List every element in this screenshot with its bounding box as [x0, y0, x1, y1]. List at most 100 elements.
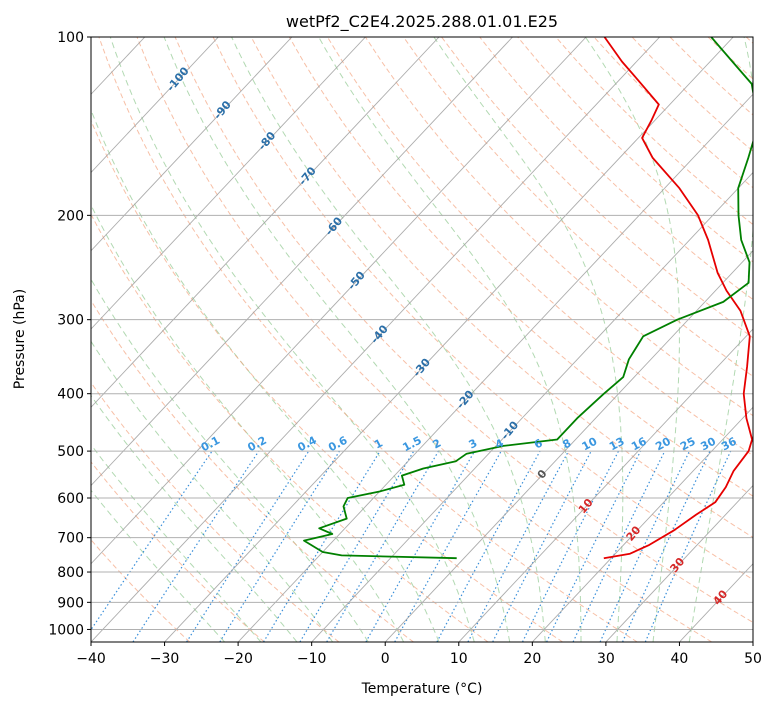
- mixing-ratio-line: [394, 450, 502, 642]
- dry-adiabat-line: [593, 37, 753, 189]
- y-tick-label: 600: [57, 491, 84, 507]
- mixing-ratio-label: 25: [678, 435, 698, 454]
- mixing-ratio-line: [622, 450, 711, 642]
- x-tick-label: 20: [523, 651, 541, 667]
- isotherm-line: [0, 37, 71, 642]
- y-tick-label: 1000: [48, 622, 84, 638]
- isotherm-line: [91, 37, 513, 487]
- isotherms: [0, 37, 753, 642]
- mixing-ratio-line: [326, 450, 440, 642]
- mixing-ratio-line: [262, 450, 381, 642]
- mixing-ratio-label: 16: [629, 435, 649, 454]
- mixing-ratio-line: [219, 450, 341, 642]
- dry-adiabat-line: [98, 37, 638, 642]
- moist-adiabat-line: [91, 108, 440, 642]
- pressure-gridlines: [91, 37, 753, 630]
- mixing-ratio-label: 6: [532, 436, 545, 451]
- isotherm-line: [91, 37, 587, 565]
- mixing-ratio-line: [521, 450, 620, 642]
- mixing-ratio-line: [644, 450, 732, 642]
- dry-adiabat-line: [136, 37, 713, 642]
- isotherm-line: [532, 406, 753, 642]
- y-tick-label: 100: [57, 30, 84, 46]
- moist-adiabats: [91, 37, 753, 642]
- background-reference-lines: [0, 37, 753, 642]
- isotherm-line: [384, 250, 753, 642]
- mixing-ratio-label: 36: [719, 435, 739, 454]
- moist-adiabat-line: [433, 37, 624, 642]
- moist-adiabat-line: [91, 489, 225, 642]
- x-tick-label: −40: [76, 651, 106, 667]
- isotherm-line: [91, 37, 440, 408]
- dry-adiabat-line: [745, 37, 753, 44]
- isotherm-line: [752, 641, 753, 642]
- mixing-ratio-line: [546, 450, 642, 642]
- y-axis-ticks: 1000 900 800 700 600 500 400 300 200 100: [48, 30, 91, 638]
- y-tick-label: 400: [57, 387, 84, 403]
- mixing-ratio-line: [91, 450, 213, 631]
- mixing-ratio-label: 30: [698, 435, 718, 454]
- isotherm-line: [458, 328, 753, 642]
- y-tick-label: 500: [57, 444, 84, 460]
- isotherm-line: [605, 484, 753, 642]
- dry-adiabat-line: [91, 539, 191, 642]
- dry-adiabat-line: [669, 37, 753, 116]
- dry-adiabat-line: [91, 119, 563, 642]
- x-tick-label: −10: [297, 651, 327, 667]
- isotherm-line: [91, 37, 661, 642]
- mixing-ratio-line: [436, 450, 541, 642]
- y-tick-label: 300: [57, 313, 84, 329]
- dry-adiabat-line: [631, 37, 753, 152]
- dry-adiabat-line: [91, 213, 489, 642]
- x-tick-label: 50: [744, 651, 762, 667]
- mixing-ratio-line: [186, 450, 310, 642]
- dry-adiabat-line: [517, 37, 753, 263]
- dry-adiabat-line: [707, 37, 753, 80]
- dry-adiabat-line: [250, 37, 753, 539]
- isotherm-line: [91, 37, 293, 252]
- mixing-ratio-label: 2: [430, 436, 443, 451]
- y-tick-label: 200: [57, 208, 84, 224]
- moist-adiabat-line: [231, 37, 546, 642]
- isotherm-line: [237, 93, 753, 642]
- chart-title: wetPf2_C2E4.2025.288.01.01.E25: [286, 12, 558, 32]
- dry-adiabat-line: [288, 37, 753, 497]
- dry-adiabat-line: [403, 37, 753, 377]
- y-tick-label: 700: [57, 531, 84, 547]
- moist-adiabat-line: [91, 340, 334, 642]
- sounding-series: [303, 37, 753, 560]
- mixing-ratio-label: 1: [372, 436, 385, 451]
- y-axis-label: Pressure (hPa): [12, 289, 28, 389]
- moist-adiabat-line: [163, 37, 511, 642]
- mixing-ratio-label: 3: [467, 436, 480, 451]
- x-tick-label: −20: [223, 651, 253, 667]
- isotherm-label: -100: [164, 64, 192, 94]
- x-tick-label: −30: [150, 651, 180, 667]
- moist-adiabat-line: [318, 37, 582, 642]
- isotherm-line: [164, 37, 734, 642]
- isotherm-line: [91, 37, 219, 174]
- dry-adiabat-line: [326, 37, 753, 457]
- isotherm-line: [311, 171, 753, 642]
- mixing-ratio-label: 13: [607, 435, 627, 454]
- moist-adiabat-line: [91, 204, 405, 642]
- mixing-ratio-label: 20: [653, 435, 673, 454]
- temperature-profile-line: [603, 37, 753, 560]
- dry-adiabat-line: [555, 37, 753, 226]
- isotherm-line: [91, 37, 366, 330]
- x-axis-ticks: −40 −30 −20 −10 0 10 20 30 40 50: [76, 642, 762, 667]
- moist-adiabat-line: [109, 37, 475, 642]
- x-axis-label: Temperature (°C): [361, 681, 483, 697]
- moist-adiabat-line: [584, 37, 680, 642]
- x-tick-label: 40: [671, 651, 689, 667]
- dry-adiabat-line: [212, 37, 753, 581]
- dry-adiabats: [91, 37, 753, 642]
- x-tick-label: 0: [381, 651, 390, 667]
- mixing-ratio-line: [572, 450, 666, 642]
- dry-adiabat-line: [91, 461, 265, 642]
- dry-adiabat-line: [174, 37, 753, 624]
- plot-frame: [90, 36, 754, 643]
- moist-adiabat-line: [91, 443, 262, 642]
- dewpoint-profile-line: [303, 37, 753, 560]
